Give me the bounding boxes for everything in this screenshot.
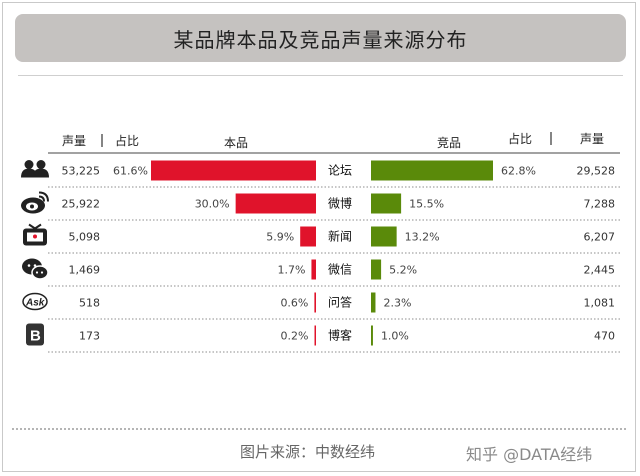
own-volume-label: 53,225 <box>62 165 101 178</box>
chart-title: 某品牌本品及竞品声量来源分布 <box>15 14 626 62</box>
own-volume-label: 173 <box>79 330 100 343</box>
watermark: 知乎 @DATA经纬 <box>466 445 593 464</box>
competitor-volume-label: 6,207 <box>584 231 616 244</box>
category-label: 问答 <box>328 295 352 310</box>
competitor-bar <box>371 226 397 247</box>
header-right-brand: 竞品 <box>437 136 461 150</box>
own-share-label: 5.9% <box>266 231 294 244</box>
competitor-bar <box>371 160 493 181</box>
own-share-label: 0.2% <box>281 330 309 343</box>
users-icon <box>21 160 49 178</box>
tv-icon <box>22 223 48 247</box>
own-share-label: 30.0% <box>195 198 230 211</box>
own-volume-label: 1,469 <box>69 264 101 277</box>
header-right-share: 占比 <box>508 131 532 146</box>
own-share-label: 0.6% <box>280 297 308 310</box>
competitor-share-label: 15.5% <box>409 198 444 211</box>
competitor-volume-label: 2,445 <box>584 264 616 277</box>
own-volume-label: 5,098 <box>69 231 101 244</box>
competitor-share-label: 1.0% <box>381 330 409 343</box>
category-label: 微信 <box>328 263 352 277</box>
header-left-volume: 声量 <box>62 134 86 148</box>
own-share-label: 61.6% <box>113 165 148 178</box>
competitor-bar <box>371 292 376 313</box>
category-label: 微博 <box>328 196 352 211</box>
competitor-share-label: 62.8% <box>501 165 536 178</box>
own-bar <box>151 160 316 181</box>
blog-icon <box>26 323 44 346</box>
own-share-label: 1.7% <box>277 264 305 277</box>
header-left-brand: 本品 <box>224 136 248 150</box>
competitor-bar <box>371 325 373 346</box>
competitor-share-label: 2.3% <box>383 297 411 310</box>
competitor-share-label: 13.2% <box>405 231 440 244</box>
own-bar <box>314 325 316 346</box>
weibo-icon <box>20 191 49 215</box>
title-divider <box>18 75 623 76</box>
header-right-volume: 声量 <box>580 132 604 146</box>
ask-icon <box>22 292 48 311</box>
own-volume-label: 25,922 <box>62 198 101 211</box>
own-bar <box>314 292 316 313</box>
category-label: 论坛 <box>328 164 352 178</box>
competitor-volume-label: 1,081 <box>584 297 616 310</box>
competitor-bar <box>371 259 382 280</box>
competitor-bar <box>371 193 402 214</box>
competitor-volume-label: 470 <box>594 330 615 343</box>
category-label: 新闻 <box>328 229 352 244</box>
competitor-volume-label: 7,288 <box>584 198 616 211</box>
competitor-share-label: 5.2% <box>389 264 417 277</box>
chart-frame <box>2 2 636 472</box>
own-bar <box>235 193 316 214</box>
footer-divider <box>12 428 626 430</box>
footer-source: 图片来源：中数经纬 <box>240 443 376 461</box>
header-left-share: 占比 <box>115 133 139 148</box>
category-label: 博客 <box>328 328 352 343</box>
own-bar <box>311 259 316 280</box>
wechat-icon <box>21 257 49 280</box>
own-bar <box>300 226 316 247</box>
own-volume-label: 518 <box>79 297 100 310</box>
competitor-volume-label: 29,528 <box>577 165 616 178</box>
